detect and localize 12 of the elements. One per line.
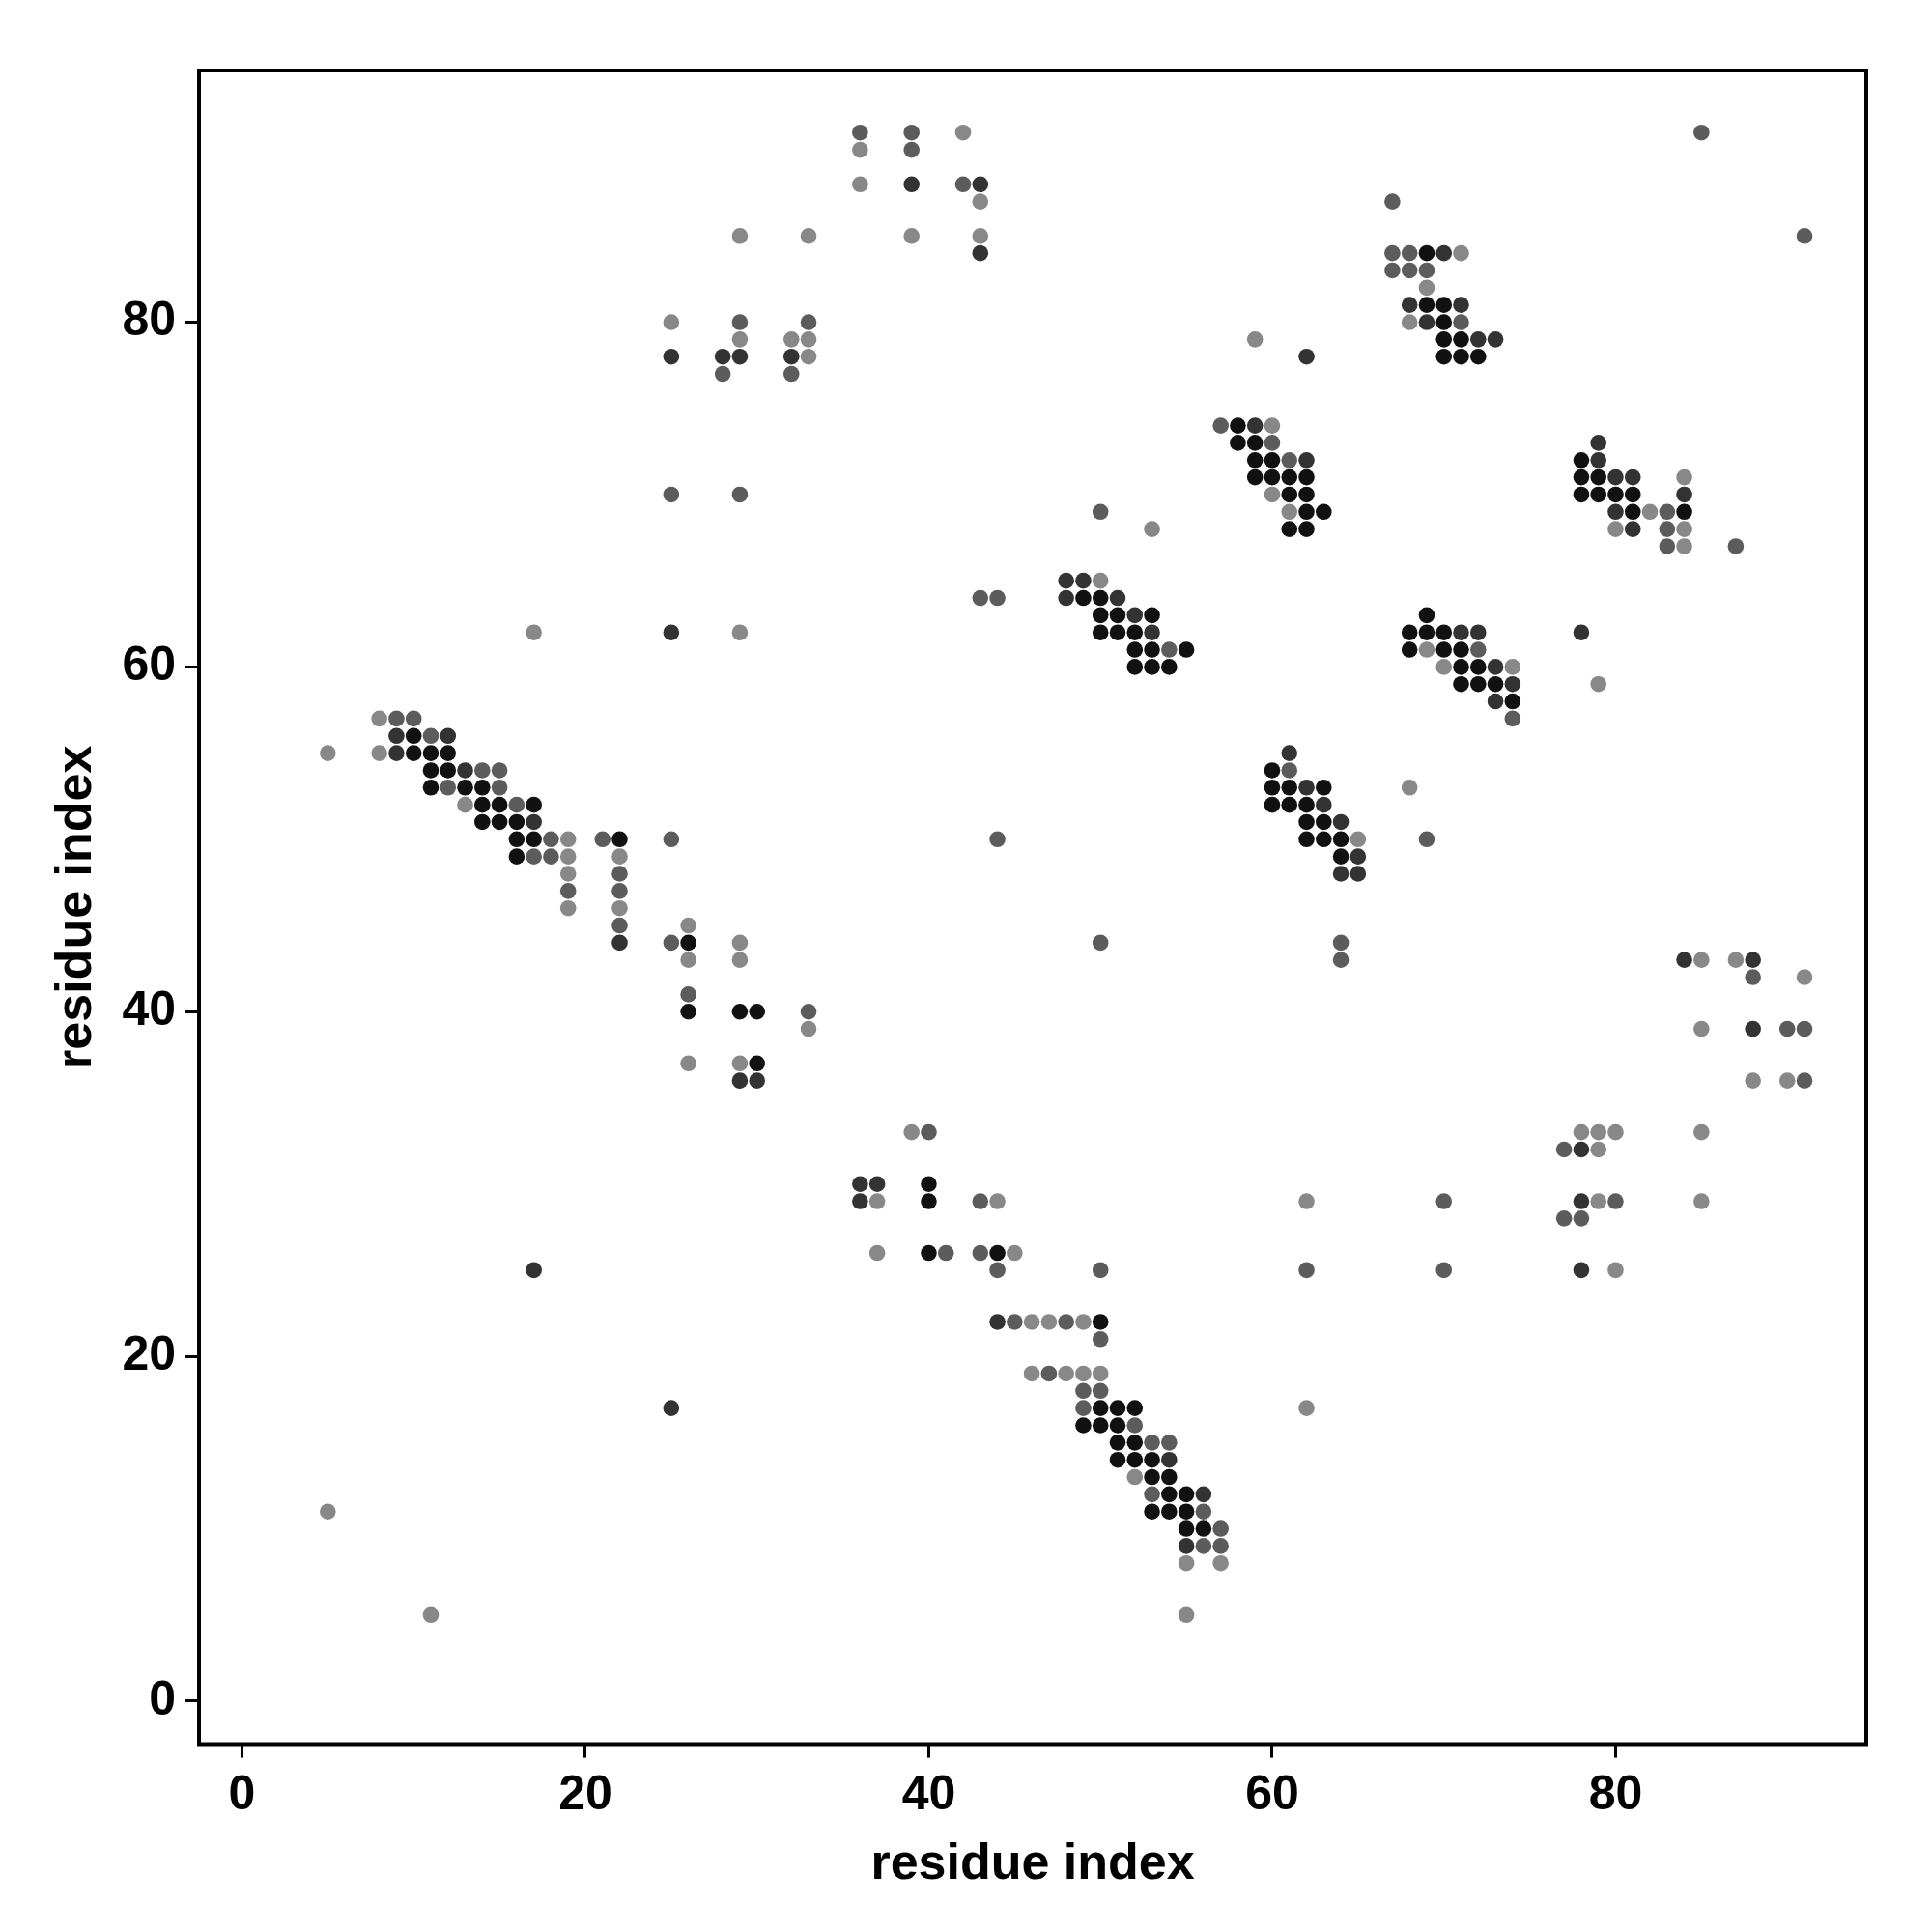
x-tick-label: 0: [228, 1766, 256, 1821]
y-tick-label: 60: [122, 637, 177, 692]
y-axis-title: residue index: [44, 745, 101, 1069]
x-tick-label: 20: [558, 1766, 612, 1821]
y-tick-label: 20: [122, 1325, 177, 1380]
x-tick-label: 40: [901, 1766, 956, 1821]
x-tick-label: 60: [1245, 1766, 1299, 1821]
x-axis-title: residue index: [870, 1833, 1195, 1890]
y-tick-label: 0: [149, 1670, 177, 1725]
y-tick-label: 80: [122, 292, 177, 347]
y-tick-label: 40: [122, 981, 177, 1037]
x-tick-label: 80: [1588, 1766, 1643, 1821]
